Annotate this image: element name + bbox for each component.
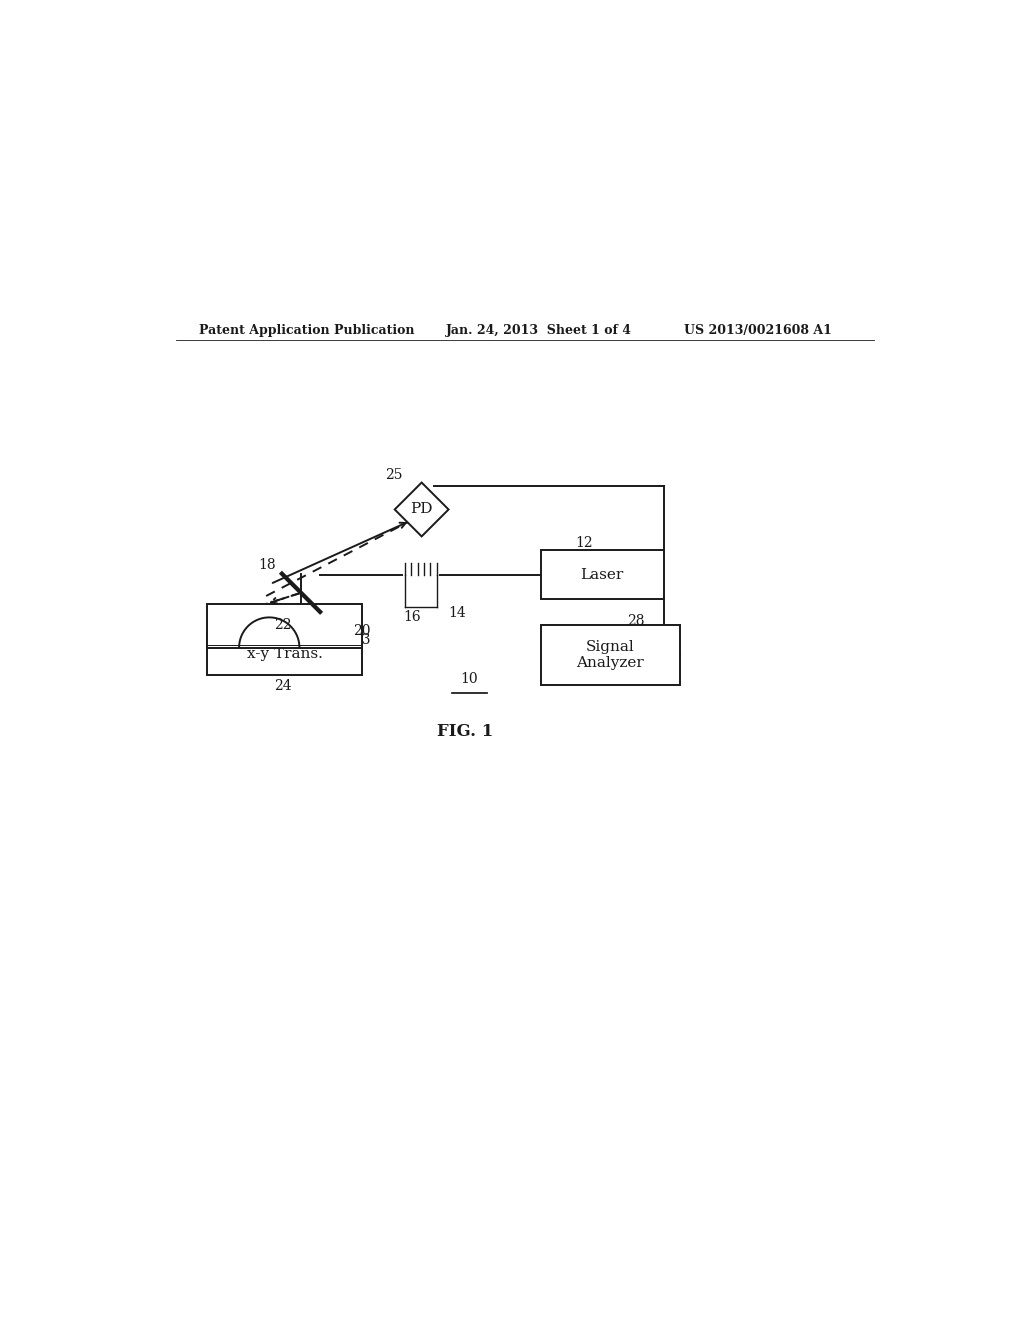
Bar [541, 626, 680, 685]
Text: 25: 25 [385, 467, 402, 482]
Text: 16: 16 [403, 610, 421, 624]
Text: x-y Trans.: x-y Trans. [247, 647, 323, 661]
Text: Laser: Laser [581, 568, 624, 582]
Bar [207, 634, 362, 675]
Text: Jan. 24, 2013  Sheet 1 of 4: Jan. 24, 2013 Sheet 1 of 4 [445, 323, 632, 337]
Text: 20: 20 [353, 624, 371, 638]
Text: 28: 28 [627, 614, 645, 627]
Text: 18: 18 [258, 558, 275, 572]
Text: US 2013/0021608 A1: US 2013/0021608 A1 [684, 323, 831, 337]
Text: 12: 12 [575, 536, 593, 550]
Text: 24: 24 [274, 678, 292, 693]
Text: 23: 23 [353, 634, 371, 647]
Text: Patent Application Publication: Patent Application Publication [200, 323, 415, 337]
Text: FIG. 1: FIG. 1 [437, 723, 494, 741]
Polygon shape [394, 483, 449, 536]
Text: PD: PD [411, 503, 433, 516]
Text: 22: 22 [274, 618, 292, 631]
Bar [541, 550, 664, 599]
Text: Signal
Analyzer: Signal Analyzer [577, 640, 644, 671]
Text: 14: 14 [449, 606, 466, 619]
Text: 10: 10 [461, 672, 478, 686]
Bar [207, 605, 362, 648]
